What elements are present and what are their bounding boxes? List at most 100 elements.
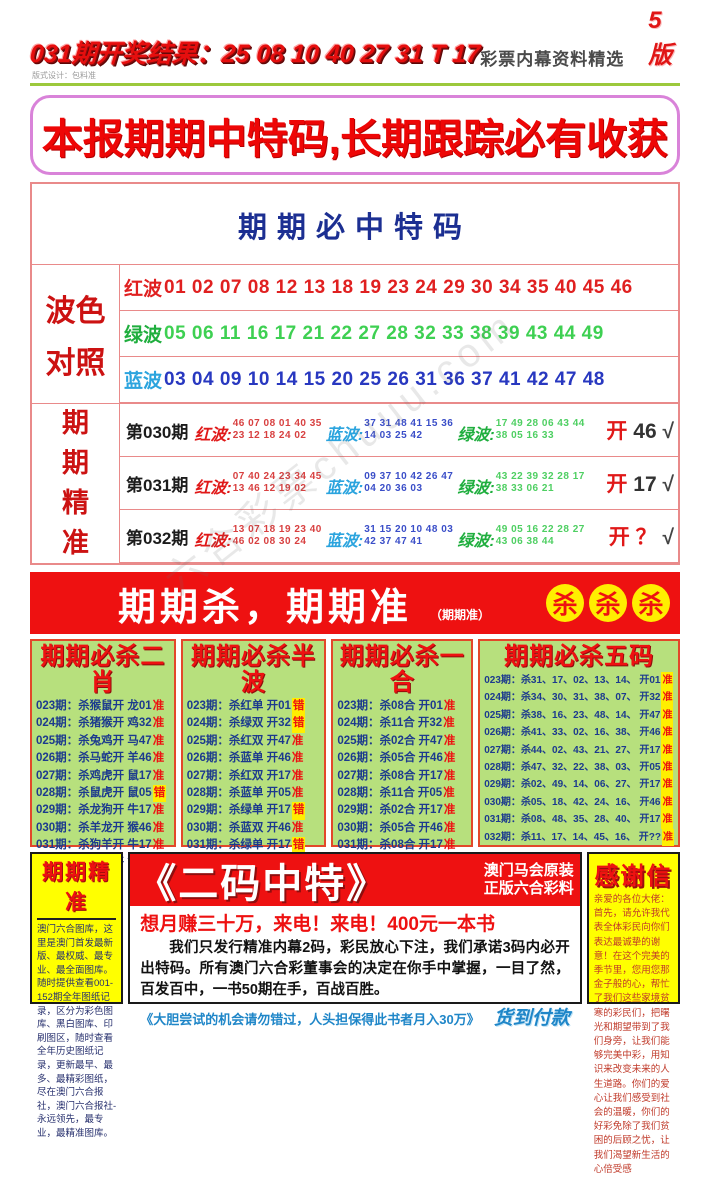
green-wave-numbers: 17 49 28 06 43 44 38 05 16 33 xyxy=(495,418,585,441)
kill-row: 026期： 杀05合 开46 准 xyxy=(337,750,467,767)
check-mark: √ xyxy=(662,526,674,549)
verdict: 准 xyxy=(152,839,165,852)
round-period: 第031期 xyxy=(126,475,189,495)
verdict: 准 xyxy=(661,793,674,812)
verdict: 错 xyxy=(291,698,306,716)
kill-row: 030期： 杀05合 开46 准 xyxy=(337,820,467,837)
kill-banner-text: 期期杀，期期准 xyxy=(118,586,413,629)
book-subtitle: 想月赚三十万，来电！来电！400元一本书 xyxy=(140,914,495,935)
precise-label: 期 期 精 准 xyxy=(32,404,120,563)
verdict: 准 xyxy=(443,734,456,747)
verdict: 准 xyxy=(661,759,674,777)
kill-banner-sub: （期期准） xyxy=(430,607,491,622)
red-wave-label: 红波: xyxy=(194,480,232,497)
round-row: 第030期 红波: 46 07 08 01 40 35 23 12 18 24 … xyxy=(120,404,678,457)
precise-rounds: 第030期 红波: 46 07 08 01 40 35 23 12 18 24 … xyxy=(120,404,678,563)
verdict: 准 xyxy=(661,776,674,794)
kill-column-title: 期期必杀半波 xyxy=(191,643,317,696)
thanks-letter-body: 亲爱的各位大佬： 首先，请允许我代表全体彩民向你们表达最诚挚的谢意！在这个完美的… xyxy=(593,894,670,1175)
kill-row: 028期： 杀鼠虎开 鼠05 错 xyxy=(36,785,170,803)
kill-row: 025期： 杀红双 开47 准 xyxy=(187,733,321,750)
round-result: 开 ？ √ xyxy=(608,526,674,549)
kill-column-title: 期期必杀五码 xyxy=(504,643,655,670)
verdict: 准 xyxy=(443,839,456,852)
blue-wave-label: 蓝波: xyxy=(325,480,364,497)
kill-rows: 023期： 杀红单 开01 错 024期： 杀绿双 开32 错 025期： 杀红双 开47… xyxy=(187,698,321,872)
verdict: 准 xyxy=(152,821,165,834)
verdict: 准 xyxy=(291,787,304,800)
blue-wave-numbers: 31 15 20 10 48 03 42 37 47 41 xyxy=(364,524,454,547)
wave-row: 蓝波 03 04 09 10 14 15 20 25 26 31 36 37 4… xyxy=(120,357,678,403)
slogan-banner: 本报期期中特码,长期跟踪必有收获 xyxy=(30,95,680,175)
bottom-left-box: 期期精准 澳门六合图库，这里是澳门首发最新版、最权威、最专业、最全面图库。随时提… xyxy=(30,852,124,1139)
round-result: 开 46 √ xyxy=(606,420,674,443)
round-row: 第031期 红波: 07 40 24 23 34 45 13 46 12 19 … xyxy=(120,457,678,510)
blue-wave-numbers: 37 31 48 41 15 36 14 03 25 42 xyxy=(364,418,454,441)
green-wave-label: 绿波: xyxy=(457,533,495,550)
blue-wave-label: 蓝波: xyxy=(325,427,364,444)
special-box-title: 期期必中特码 xyxy=(32,184,678,265)
kill-row: 027期： 杀08合 开17 准 xyxy=(337,768,467,785)
kill-badge-icon: 杀 xyxy=(589,584,627,622)
kill-column-halfwave: 期期必杀半波 023期： 杀红单 开01 错 024期： 杀绿双 开32 错 025期：… xyxy=(180,639,327,869)
kill-badge-icon: 杀 xyxy=(632,584,670,622)
blue-wave-label: 蓝波: xyxy=(325,533,364,550)
check-mark: √ xyxy=(662,473,674,496)
promo-text: 《大胆尝试的机会请勿错过，人头担保得此书者月入30万》 xyxy=(140,1012,480,1027)
book-body: 我们只发行精准内幕2码，彩民放心下注，我们承诺3码内必开出特码。所有澳门六合彩董… xyxy=(140,940,570,998)
kill-row: 029期： 杀02合 开17 准 xyxy=(337,802,467,819)
green-wave-label: 绿波: xyxy=(457,480,495,497)
verdict: 准 xyxy=(661,706,674,725)
verdict: 准 xyxy=(291,752,304,765)
kill-row: 030期： 杀羊龙开 猴46 准 xyxy=(36,820,170,837)
wave-numbers: 05 06 11 16 17 21 22 27 28 32 33 38 39 4… xyxy=(164,322,604,344)
red-wave-numbers: 46 07 08 01 40 35 23 12 18 24 02 xyxy=(232,418,322,441)
cod-label: 货到付款 xyxy=(493,1008,570,1029)
draw-result-line: 031期开奖结果：25 08 10 40 27 31 T 17 xyxy=(29,40,481,68)
wave-row: 绿波 05 06 11 16 17 21 22 27 28 32 33 38 3… xyxy=(120,311,678,357)
verdict: 准 xyxy=(661,672,674,690)
verdict: 错 xyxy=(291,715,306,733)
book-promo-line: 《大胆尝试的机会请勿错过，人头担保得此书者月入30万》 货到付款 xyxy=(130,1001,579,1030)
verdict: 准 xyxy=(661,724,674,742)
thanks-letter-title: 感谢信 xyxy=(594,863,673,890)
wave-numbers: 03 04 09 10 14 15 20 25 26 31 36 37 41 4… xyxy=(164,368,605,390)
verdict: 准 xyxy=(443,700,456,712)
book-title: 《二码中特》 xyxy=(136,862,389,906)
special-box-grid: 波色 对照 红波 01 02 07 08 12 13 18 19 23 24 2… xyxy=(32,265,678,563)
kill-column-zodiac: 期期必杀二肖 023期： 杀猴鼠开 龙01 准 024期： 杀猪猴开 鸡32 准 025… xyxy=(30,639,176,869)
slogan-text: 本报期期中特码,长期跟踪必有收获 xyxy=(41,116,669,162)
red-wave-numbers: 13 07 18 19 23 40 46 02 08 30 24 xyxy=(232,524,322,547)
kill-row: 023期： 杀08合 开01 准 xyxy=(337,698,467,715)
wave-name: 蓝波 xyxy=(124,371,163,392)
kill-rows: 023期： 杀08合 开01 准 024期： 杀11合 开32 准 025期： 杀02合 … xyxy=(337,698,467,872)
verdict: 准 xyxy=(291,734,304,747)
book-badge: 澳门马会原装 正版六合彩料 xyxy=(483,862,574,897)
kill-column-fivecodes: 期期必杀五码 023期： 杀31、17、02、13、14、 开01 准 024期：杀… xyxy=(478,639,680,847)
kill-column-title: 期期必杀二肖 xyxy=(40,643,166,696)
kill-row: 024期： 杀11合 开32 准 xyxy=(337,715,467,732)
wave-name: 绿波 xyxy=(124,325,163,346)
verdict: 准 xyxy=(661,689,674,707)
round-period: 第032期 xyxy=(126,528,189,548)
verdict: 准 xyxy=(152,769,165,782)
kill-row: 026期： 杀马蛇开 羊46 准 xyxy=(36,750,170,767)
verdict: 准 xyxy=(443,752,456,765)
verdict: 准 xyxy=(152,752,165,765)
kill-row: 026期： 杀41、33、02、16、38、 开46 准 xyxy=(484,724,674,742)
wave-numbers: 01 02 07 08 12 13 18 19 23 24 29 30 34 3… xyxy=(164,276,633,298)
verdict: 准 xyxy=(661,811,674,829)
green-wave-label: 绿波: xyxy=(457,427,495,444)
kill-row: 028期： 杀47、32、22、38、03、 开05 准 xyxy=(484,759,674,777)
special-code-box: 期期必中特码 波色 对照 红波 01 02 07 08 12 13 18 19 … xyxy=(30,182,680,565)
verdict: 错 xyxy=(291,837,306,855)
verdict: 准 xyxy=(291,769,304,782)
kill-row: 028期： 杀蓝单 开05 准 xyxy=(187,785,321,802)
design-credit: 版式设计：包料准 xyxy=(32,71,96,80)
kill-row: 031期： 杀08合 开17 准 xyxy=(337,837,467,854)
kill-row: 023期： 杀红单 开01 错 xyxy=(187,698,321,716)
red-wave-label: 红波: xyxy=(194,427,232,444)
wave-name: 红波 xyxy=(124,279,163,300)
wave-compare-label: 波色 对照 xyxy=(32,265,120,404)
kill-badges: 杀 杀 杀 xyxy=(546,584,670,622)
